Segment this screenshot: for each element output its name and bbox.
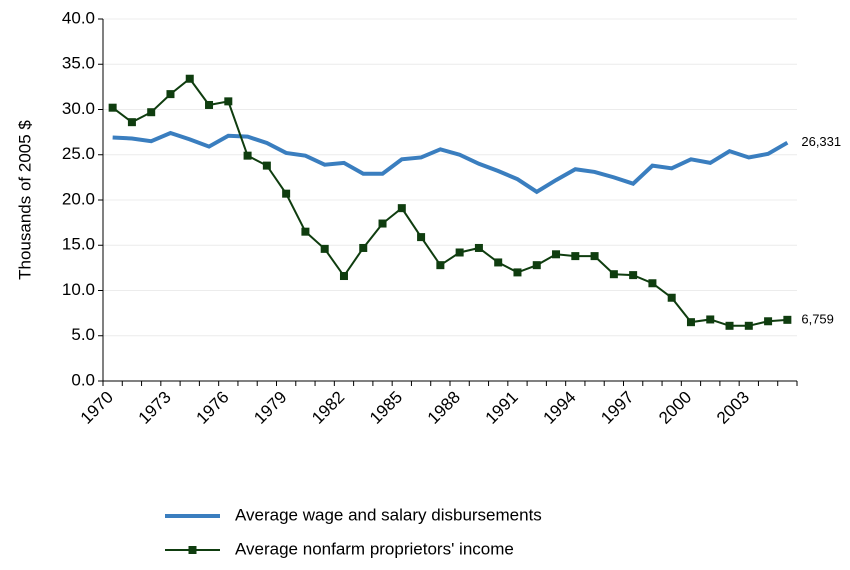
marker — [629, 271, 638, 280]
marker — [609, 270, 618, 279]
x-tick-label: 2000 — [655, 388, 695, 428]
marker — [166, 90, 175, 99]
x-tick-label: 1982 — [308, 388, 348, 428]
data-label: 6,759 — [801, 311, 834, 326]
marker — [783, 315, 792, 324]
marker — [397, 204, 406, 213]
data-label: 26,331 — [801, 134, 841, 149]
marker — [552, 250, 561, 259]
legend-label: Average wage and salary disbursements — [235, 505, 542, 524]
x-tick-label: 1988 — [424, 388, 464, 428]
marker — [686, 318, 695, 327]
marker — [648, 279, 657, 288]
marker — [725, 321, 734, 330]
x-tick-label: 1991 — [482, 388, 522, 428]
marker — [532, 261, 541, 270]
marker — [262, 161, 271, 170]
marker — [590, 252, 599, 261]
series-line — [112, 130, 789, 195]
marker — [320, 244, 329, 253]
x-tick-label: 1973 — [135, 388, 175, 428]
y-tick-label: 15.0 — [62, 235, 95, 254]
y-tick-label: 5.0 — [71, 325, 95, 344]
marker — [455, 248, 464, 257]
x-tick-label: 1985 — [366, 388, 406, 428]
marker — [359, 243, 368, 252]
marker — [185, 74, 194, 83]
y-tick-label: 20.0 — [62, 189, 95, 208]
marker — [127, 118, 136, 127]
marker — [706, 315, 715, 324]
marker — [474, 243, 483, 252]
x-tick-label: 1970 — [77, 388, 117, 428]
y-tick-label: 0.0 — [71, 370, 95, 389]
x-tick-label: 1976 — [192, 388, 232, 428]
y-tick-label: 35.0 — [62, 54, 95, 73]
marker — [494, 258, 503, 267]
marker — [339, 272, 348, 281]
marker — [224, 97, 233, 106]
marker — [147, 108, 156, 117]
legend-label: Average nonfarm proprietors' income — [235, 539, 514, 558]
x-tick-label: 1979 — [250, 388, 290, 428]
y-tick-label: 30.0 — [62, 99, 95, 118]
x-tick-label: 1997 — [597, 388, 637, 428]
marker — [108, 103, 117, 112]
marker — [571, 252, 580, 261]
marker — [417, 233, 426, 242]
y-tick-label: 10.0 — [62, 280, 95, 299]
marker — [513, 268, 522, 277]
x-tick-label: 1994 — [539, 388, 579, 428]
y-tick-label: 25.0 — [62, 144, 95, 163]
y-tick-label: 40.0 — [62, 8, 95, 27]
marker — [205, 100, 214, 109]
y-axis-label: Thousands of 2005 $ — [15, 120, 34, 280]
marker — [436, 261, 445, 270]
legend-marker — [188, 546, 197, 554]
marker — [667, 293, 676, 302]
marker — [243, 151, 252, 160]
marker — [764, 317, 773, 326]
marker — [282, 189, 291, 198]
marker — [744, 321, 753, 330]
x-tick-label: 2003 — [713, 388, 753, 428]
series-line — [112, 77, 788, 327]
marker — [378, 219, 387, 228]
marker — [301, 227, 310, 236]
